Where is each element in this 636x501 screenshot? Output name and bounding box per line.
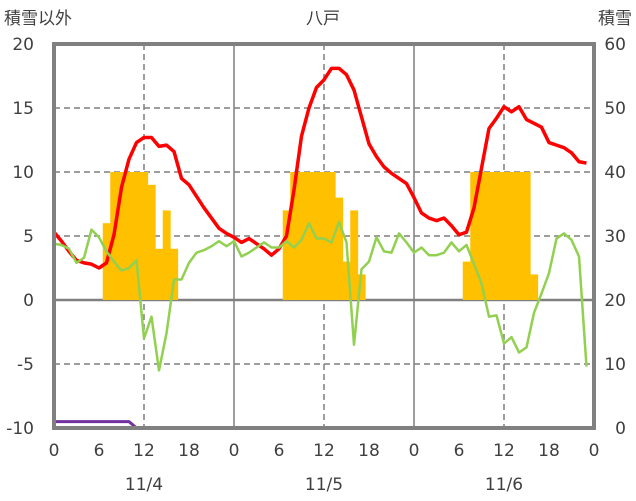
- x-tick-label: 6: [454, 441, 465, 461]
- left-axis-title: 積雪以外: [4, 9, 72, 29]
- bar: [335, 197, 344, 300]
- day-label: 11/6: [485, 475, 523, 495]
- x-tick-label: 6: [94, 441, 105, 461]
- right-tick-label: 30: [604, 227, 626, 247]
- x-tick-label: 12: [493, 441, 515, 461]
- x-tick-label: 0: [409, 441, 420, 461]
- right-tick-label: 10: [604, 355, 626, 375]
- left-tick-label: 10: [12, 163, 34, 183]
- bar: [462, 261, 471, 300]
- bar: [290, 172, 299, 300]
- bar: [492, 172, 501, 300]
- right-tick-label: 20: [604, 291, 626, 311]
- bar: [117, 172, 126, 300]
- bar: [320, 172, 329, 300]
- bar: [342, 261, 351, 300]
- x-tick-label: 0: [229, 441, 240, 461]
- x-tick-label: 6: [274, 441, 285, 461]
- bar: [147, 184, 156, 300]
- bar: [470, 172, 479, 300]
- chart-title: 八戸: [306, 9, 340, 29]
- bar: [507, 172, 516, 300]
- bar-series: [102, 172, 539, 300]
- x-tick-label: 18: [358, 441, 380, 461]
- left-tick-label: -5: [17, 355, 34, 375]
- bar: [485, 172, 494, 300]
- bar: [170, 248, 179, 300]
- bar: [522, 172, 531, 300]
- bar: [357, 274, 366, 300]
- bar: [140, 172, 149, 300]
- red-series-line: [52, 66, 587, 270]
- bar: [530, 274, 539, 300]
- right-tick-label: 60: [604, 35, 626, 55]
- bar: [155, 248, 164, 300]
- left-tick-label: 0: [23, 291, 34, 311]
- bar: [350, 210, 359, 300]
- plot-border: [52, 42, 596, 430]
- x-tick-label: 18: [178, 441, 200, 461]
- left-tick-label: 5: [23, 227, 34, 247]
- bar: [282, 210, 291, 300]
- right-tick-label: 0: [615, 419, 626, 439]
- x-tick-label: 0: [589, 441, 600, 461]
- green-series-line: [53, 220, 588, 372]
- day-label: 11/5: [305, 475, 343, 495]
- bar: [327, 172, 336, 300]
- right-axis-title: 積雪: [598, 9, 632, 29]
- left-tick-label: 15: [12, 99, 34, 119]
- right-tick-label: 40: [604, 163, 626, 183]
- x-tick-label: 0: [49, 441, 60, 461]
- bar: [132, 172, 141, 300]
- x-tick-label: 12: [313, 441, 335, 461]
- left-tick-label: 20: [12, 35, 34, 55]
- bar: [312, 172, 321, 300]
- bar: [305, 172, 314, 300]
- bar: [297, 172, 306, 300]
- bar: [477, 172, 486, 300]
- bar: [125, 172, 134, 300]
- right-tick-label: 50: [604, 99, 626, 119]
- bar: [500, 172, 509, 300]
- plot-frame: [52, 42, 596, 430]
- x-tick-label: 18: [538, 441, 560, 461]
- bar: [515, 172, 524, 300]
- x-tick-label: 12: [133, 441, 155, 461]
- day-label: 11/4: [125, 475, 163, 495]
- bar: [162, 210, 171, 300]
- left-tick-label: -10: [6, 419, 34, 439]
